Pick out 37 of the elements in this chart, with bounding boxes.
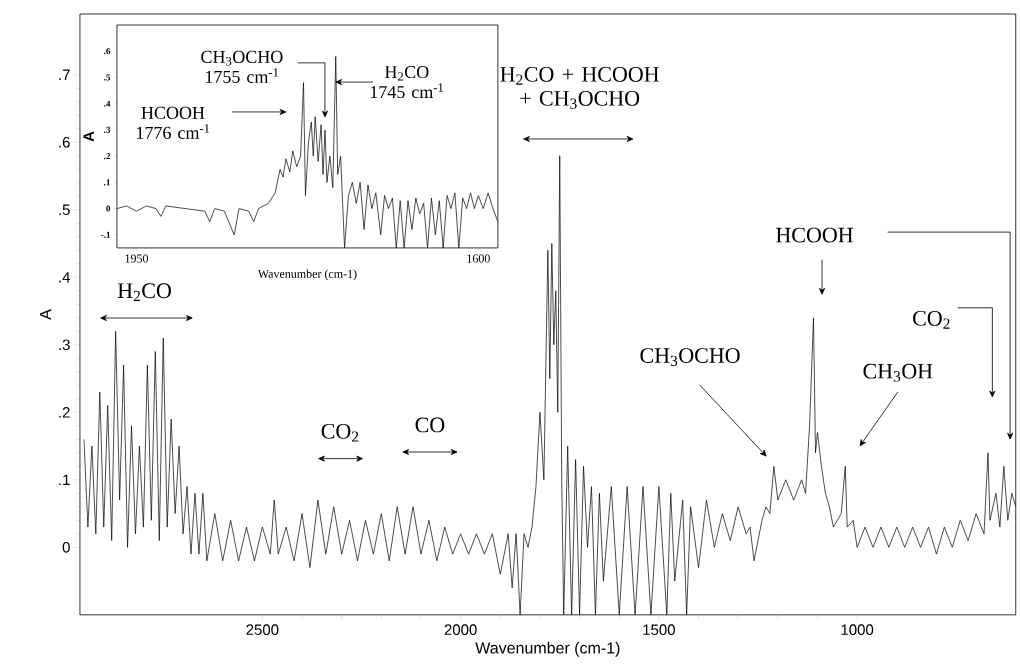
y-tick-label: .4 <box>59 272 70 283</box>
x-tick-label: 1000 <box>841 624 874 636</box>
annotation: HCOOH 1776 cm$^{-1}$ <box>137 106 210 139</box>
annotation: CO <box>415 417 445 433</box>
y-tick-label: .1 <box>59 474 70 486</box>
annotation: CH$_{3}$OCHO 1755 cm$^{-1}$ <box>201 50 283 84</box>
x-tick-label: 2000 <box>444 624 477 636</box>
y-axis-title: A <box>83 131 94 142</box>
y-tick-label: .2 <box>59 407 70 418</box>
x-tick-label: 1950 <box>125 254 149 263</box>
x-tick-label: 2500 <box>246 624 279 636</box>
annotation: CH$_{3}$OCHO <box>640 348 740 367</box>
annotation: CO$_{2}$ <box>321 424 359 442</box>
x-tick-label: 1500 <box>643 624 675 636</box>
y-tick-label: .3 <box>104 126 111 134</box>
y-tick-label: .6 <box>104 48 111 55</box>
y-tick-label: .1 <box>104 179 110 186</box>
annotation: H$_{2}$CO 1745 cm$^{-1}$ <box>370 66 444 99</box>
y-tick-label: .5 <box>104 74 111 81</box>
annotation: H$_{2}$CO <box>117 283 171 302</box>
y-tick-label: .6 <box>59 137 70 148</box>
y-tick-label: 0 <box>106 205 111 212</box>
y-tick-label: 0 <box>62 542 70 553</box>
y-tick-label: .5 <box>59 204 70 216</box>
annotation: CO$_{2}$ <box>913 311 950 329</box>
x-tick-label: 1600 <box>467 254 490 263</box>
y-tick-label: -.1 <box>101 231 110 238</box>
y-axis-title: A <box>40 309 52 320</box>
x-axis-title: Wavenumber (cm-1) <box>475 641 620 657</box>
y-tick-label: .2 <box>104 153 111 160</box>
y-tick-label: .3 <box>59 339 70 351</box>
x-axis-title: Wavenumber (cm-1) <box>257 269 357 281</box>
annotation: CH$_{3}$OH <box>863 363 933 382</box>
annotation: HCOOH <box>776 227 853 243</box>
y-tick-label: .4 <box>104 100 111 107</box>
y-tick-label: .7 <box>59 69 70 80</box>
annotation: H$_{2}$CO + HCOOH + CH$_{3}$OCHO <box>500 67 659 109</box>
